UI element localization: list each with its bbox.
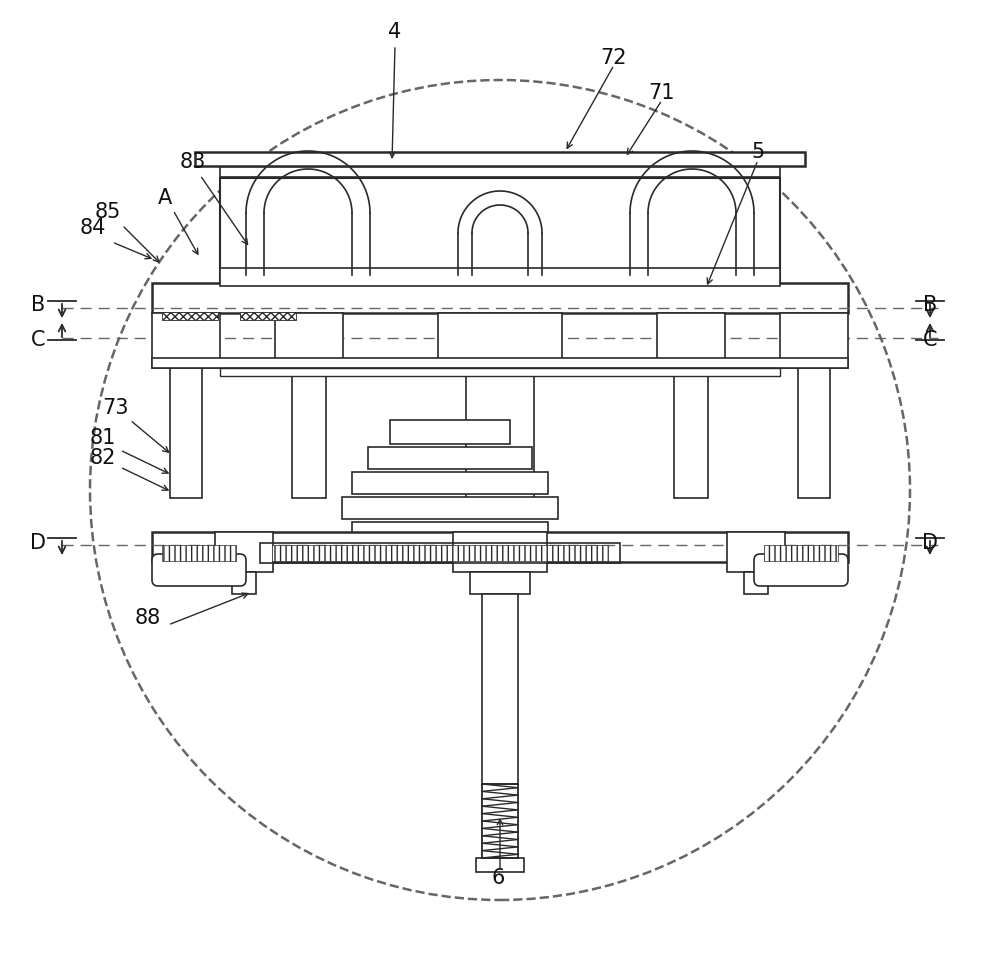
Text: B: B	[923, 295, 937, 315]
Bar	[470, 572, 530, 594]
Text: 83: 83	[180, 152, 206, 172]
Bar	[220, 167, 780, 177]
Bar	[220, 368, 780, 376]
Text: 6: 6	[491, 868, 505, 888]
Bar	[215, 532, 273, 572]
Bar	[368, 447, 532, 469]
Text: C: C	[923, 330, 937, 350]
Bar	[352, 472, 548, 494]
Bar	[195, 152, 805, 166]
Bar	[476, 858, 524, 872]
Bar	[170, 368, 202, 498]
Text: 71: 71	[649, 83, 675, 103]
Bar	[438, 313, 562, 368]
Bar	[482, 594, 518, 784]
Text: B: B	[31, 295, 45, 315]
FancyBboxPatch shape	[152, 554, 246, 586]
Text: D: D	[922, 533, 938, 553]
Bar	[152, 358, 848, 368]
Text: 85: 85	[95, 202, 121, 222]
Bar	[780, 313, 848, 368]
Bar	[466, 368, 534, 498]
Bar	[342, 497, 558, 519]
Bar	[674, 368, 708, 498]
Text: 73: 73	[103, 398, 129, 418]
Bar	[232, 572, 256, 594]
Text: 84: 84	[80, 218, 106, 238]
Bar	[453, 532, 547, 572]
Text: 88: 88	[135, 608, 161, 628]
Bar	[260, 543, 620, 563]
Text: C: C	[31, 330, 45, 350]
Bar	[162, 545, 236, 561]
Text: 82: 82	[90, 448, 116, 468]
Bar	[390, 420, 510, 444]
Text: 81: 81	[90, 428, 116, 448]
Bar	[292, 368, 326, 498]
Bar	[220, 178, 780, 283]
Text: A: A	[158, 188, 172, 208]
Bar	[162, 312, 218, 320]
Bar	[275, 313, 343, 368]
Bar	[272, 545, 608, 561]
Text: 4: 4	[388, 22, 402, 42]
Bar	[352, 522, 548, 540]
Text: 72: 72	[601, 48, 627, 68]
Bar	[727, 532, 785, 572]
Text: 5: 5	[751, 142, 765, 162]
FancyBboxPatch shape	[754, 554, 848, 586]
Bar	[744, 572, 768, 594]
Bar	[657, 313, 725, 368]
Bar	[152, 532, 848, 562]
Bar	[240, 312, 296, 320]
Text: D: D	[30, 533, 46, 553]
Bar	[152, 283, 848, 313]
Bar	[764, 545, 838, 561]
Bar	[220, 268, 780, 286]
Bar	[798, 368, 830, 498]
Bar	[152, 313, 220, 368]
